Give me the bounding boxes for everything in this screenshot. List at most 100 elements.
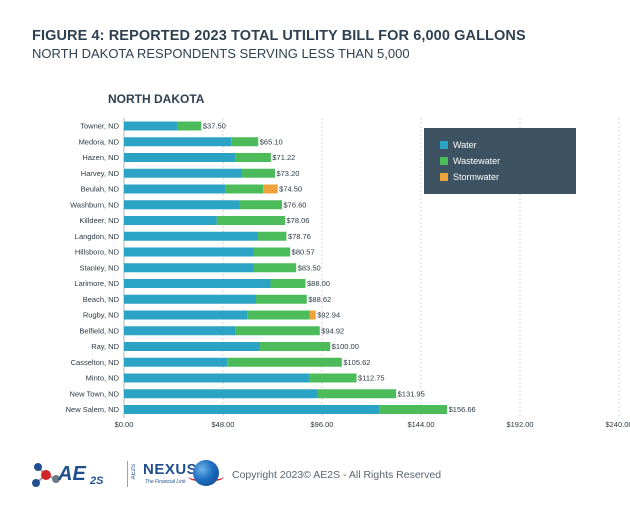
- bar-segment-water: [124, 357, 228, 367]
- data-label: $156.66: [449, 405, 476, 414]
- nexus-prefix: AE2S: [131, 464, 137, 480]
- bar-segment-water: [124, 294, 256, 304]
- bar-segment-water: [124, 279, 271, 288]
- bar-segment-stormwater: [309, 310, 316, 320]
- bar-segment-water: [124, 137, 232, 147]
- bar-segment-water: [124, 389, 318, 399]
- data-label: $65.10: [260, 137, 283, 146]
- bar-segment-wastewater: [260, 342, 331, 351]
- bar-segment-water: [124, 153, 236, 162]
- bar-segment-wastewater: [239, 200, 282, 210]
- footer: AE 2S AE2S NEXUS The Financial Link Copy…: [0, 455, 630, 495]
- bar-segment-water: [124, 184, 226, 194]
- data-label: $94.92: [321, 326, 344, 335]
- bar-segment-water: [124, 405, 380, 414]
- category-label: Beulah, ND: [81, 185, 120, 194]
- legend-label-stormwater: Stormwater: [453, 172, 500, 182]
- globe-icon: [193, 460, 219, 486]
- bar-segment-wastewater: [235, 153, 271, 162]
- bar-segment-wastewater: [270, 279, 306, 288]
- legend-item-water: Water: [440, 140, 477, 150]
- data-label: $131.95: [398, 389, 425, 398]
- bar-segment-water: [124, 200, 240, 210]
- bar-segment-wastewater: [258, 231, 287, 241]
- bar-segment-wastewater: [231, 137, 259, 147]
- ae2s-logo: AE 2S: [30, 457, 120, 491]
- data-label: $78.06: [286, 216, 309, 225]
- x-tick-label: $96.00: [311, 420, 334, 429]
- bar-segment-wastewater: [247, 310, 310, 320]
- bar-segment-water: [124, 342, 261, 351]
- legend-item-wastewater: Wastewater: [440, 156, 500, 166]
- legend-swatch-stormwater: [440, 173, 448, 181]
- category-label: Stanley, ND: [80, 263, 120, 272]
- data-label: $80.57: [292, 248, 315, 257]
- category-label: New Town, ND: [70, 389, 120, 398]
- bar-segment-wastewater: [253, 247, 291, 257]
- bar-segment-water: [124, 310, 248, 320]
- x-tick-label: $144.00: [407, 420, 434, 429]
- bar-segment-wastewater: [317, 389, 397, 399]
- data-label: $74.50: [279, 185, 302, 194]
- category-label: Belfield, ND: [79, 326, 119, 335]
- bar-segment-stormwater: [263, 184, 278, 194]
- data-label: $88.00: [307, 279, 330, 288]
- category-label: Medora, ND: [79, 137, 120, 146]
- category-label: Washburn, ND: [70, 200, 119, 209]
- bar-segment-water: [124, 247, 254, 257]
- bar-segment-wastewater: [177, 121, 202, 131]
- data-label: $71.22: [272, 153, 295, 162]
- bar-segment-water: [124, 216, 217, 225]
- data-label: $88.62: [308, 295, 331, 304]
- category-label: Killdeer, ND: [79, 216, 119, 225]
- bar-segment-wastewater: [241, 168, 275, 178]
- bar-segment-wastewater: [253, 263, 297, 273]
- category-label: Rugby, ND: [83, 311, 120, 320]
- logo-divider: [127, 461, 128, 487]
- copyright-text: Copyright 2023© AE2S - All Rights Reserv…: [232, 469, 442, 481]
- x-tick-label: $48.00: [212, 420, 235, 429]
- ae2s-logo-sub: 2S: [90, 475, 104, 487]
- bar-segment-water: [124, 168, 242, 178]
- category-label: Langdon, ND: [75, 232, 120, 241]
- state-label: NORTH DAKOTA: [108, 92, 205, 106]
- category-label: Harvey, ND: [81, 169, 120, 178]
- nexus-logo: NEXUS: [143, 461, 198, 478]
- bar-segment-wastewater: [379, 405, 448, 414]
- category-label: Hazen, ND: [82, 153, 119, 162]
- category-label: New Salem, ND: [66, 405, 120, 414]
- data-label: $83.50: [298, 263, 321, 272]
- category-label: Hillsboro, ND: [75, 248, 120, 257]
- bar-segment-water: [124, 263, 254, 273]
- data-label: $37.50: [203, 122, 226, 131]
- category-label: Casselton, ND: [71, 358, 120, 367]
- chart-legend: Water Wastewater Stormwater: [424, 128, 576, 194]
- x-tick-label: $240.00: [605, 420, 630, 429]
- bar-segment-wastewater: [256, 294, 307, 304]
- category-label: Ray, ND: [91, 342, 119, 351]
- data-label: $78.76: [288, 232, 311, 241]
- molecule-icon: [32, 463, 60, 487]
- bar-segment-water: [124, 373, 310, 383]
- legend-item-stormwater: Stormwater: [440, 172, 499, 182]
- legend-swatch-water: [440, 141, 448, 149]
- legend-label-wastewater: Wastewater: [453, 156, 501, 166]
- bar-segment-wastewater: [235, 326, 320, 336]
- category-label: Beach, ND: [83, 295, 120, 304]
- bar-segment-water: [124, 121, 178, 131]
- data-label: $112.75: [358, 374, 385, 383]
- legend-label-water: Water: [453, 140, 477, 150]
- data-label: $76.60: [283, 200, 306, 209]
- category-label: Minto, ND: [86, 374, 120, 383]
- nexus-tagline: The Financial Link: [145, 479, 186, 485]
- chart-subtitle: NORTH DAKOTA RESPONDENTS SERVING LESS TH…: [32, 46, 410, 61]
- data-label: $92.94: [317, 311, 340, 320]
- bar-chart: $0.00 $48.00 $96.00 $144.00 $192.00 $240.00 To…: [66, 118, 630, 429]
- bar-segment-water: [124, 231, 259, 241]
- legend-swatch-wastewater: [440, 157, 448, 165]
- category-label: Larimore, ND: [74, 279, 119, 288]
- bar-segment-wastewater: [227, 357, 342, 367]
- x-tick-label: $192.00: [506, 420, 533, 429]
- data-label: $105.62: [343, 358, 370, 367]
- bar-segment-wastewater: [216, 216, 285, 225]
